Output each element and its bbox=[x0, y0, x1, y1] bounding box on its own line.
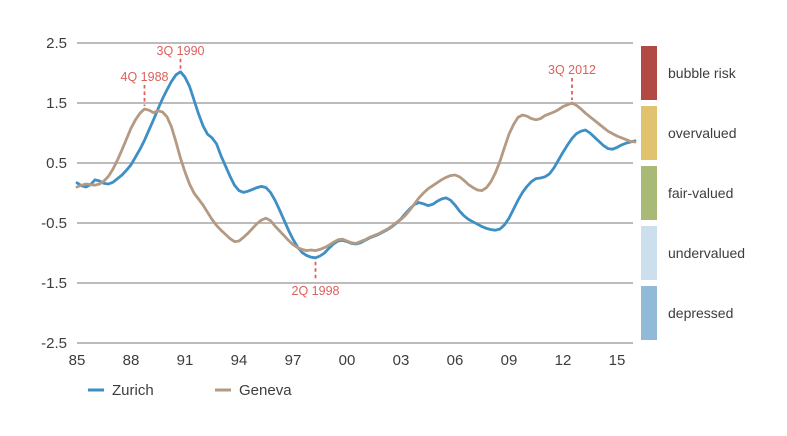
zone-label-overvalued: overvalued bbox=[668, 125, 737, 141]
zone-swatch-overvalued bbox=[641, 106, 657, 160]
zone-swatch-undervalued bbox=[641, 226, 657, 280]
y-tick-label: 2.5 bbox=[46, 35, 67, 52]
annotation-label-4q-1988: 4Q 1988 bbox=[121, 70, 169, 84]
zone-label-fair-valued: fair-valued bbox=[668, 185, 733, 201]
series-line-zurich bbox=[75, 70, 637, 260]
zone-label-depressed: depressed bbox=[668, 305, 733, 321]
zone-label-undervalued: undervalued bbox=[668, 245, 745, 261]
x-tick-label: 03 bbox=[393, 352, 410, 369]
x-tick-label: 91 bbox=[177, 352, 194, 369]
y-tick-label: -2.5 bbox=[41, 335, 67, 352]
x-tick-label: 09 bbox=[501, 352, 518, 369]
y-tick-label: 0.5 bbox=[46, 155, 67, 172]
series-line-geneva bbox=[75, 101, 637, 253]
zone-label-bubble-risk: bubble risk bbox=[668, 65, 737, 81]
y-tick-label: 1.5 bbox=[46, 95, 67, 112]
zone-swatch-bubble-risk bbox=[641, 46, 657, 100]
legend-label-geneva: Geneva bbox=[239, 382, 292, 399]
x-tick-label: 06 bbox=[447, 352, 464, 369]
annotation-label-3q-1990: 3Q 1990 bbox=[157, 44, 205, 58]
zone-swatch-depressed bbox=[641, 286, 657, 340]
y-tick-label: -0.5 bbox=[41, 215, 67, 232]
x-tick-label: 94 bbox=[231, 352, 248, 369]
x-tick-label: 12 bbox=[555, 352, 572, 369]
x-tick-label: 00 bbox=[339, 352, 356, 369]
legend-label-zurich: Zurich bbox=[112, 382, 154, 399]
x-tick-label: 88 bbox=[123, 352, 140, 369]
x-tick-label: 85 bbox=[69, 352, 86, 369]
x-tick-label: 97 bbox=[285, 352, 302, 369]
y-tick-label: -1.5 bbox=[41, 275, 67, 292]
annotation-label-3q-2012: 3Q 2012 bbox=[548, 63, 596, 77]
zone-swatch-fair-valued bbox=[641, 166, 657, 220]
annotation-label-2q-1998: 2Q 1998 bbox=[292, 284, 340, 298]
x-tick-label: 15 bbox=[609, 352, 626, 369]
